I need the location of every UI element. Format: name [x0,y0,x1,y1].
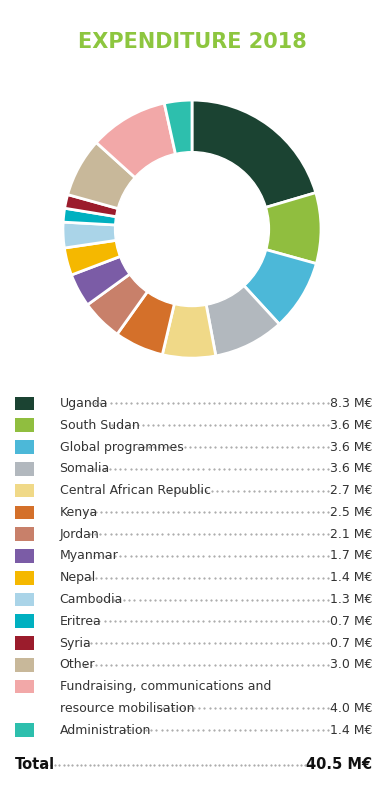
Text: 0.7 M€: 0.7 M€ [330,615,372,628]
Bar [15,658,34,672]
Bar [15,636,34,650]
Text: Central African Republic: Central African Republic [60,484,210,497]
Text: Syria: Syria [60,637,91,649]
Text: 1.4 M€: 1.4 M€ [330,724,372,737]
Bar [15,680,34,694]
Text: 40.5 M€: 40.5 M€ [306,758,372,773]
Wedge shape [71,229,192,305]
Text: 8.3 M€: 8.3 M€ [330,397,372,410]
Circle shape [114,152,270,307]
Wedge shape [96,103,192,229]
Text: 1.4 M€: 1.4 M€ [330,571,372,585]
Text: Eritrea: Eritrea [60,615,101,628]
Wedge shape [164,100,192,229]
Wedge shape [63,209,192,229]
Text: Fundraising, communications and: Fundraising, communications and [60,680,271,693]
Text: 4.0 M€: 4.0 M€ [330,702,372,715]
Text: Cambodia: Cambodia [60,593,123,606]
Bar [15,549,34,562]
Bar [15,527,34,541]
Text: 2.1 M€: 2.1 M€ [330,528,372,540]
Bar [15,483,34,498]
Bar [15,397,34,410]
Text: Nepal: Nepal [60,571,96,585]
Text: 1.3 M€: 1.3 M€ [330,593,372,606]
Text: 3.6 M€: 3.6 M€ [330,419,372,431]
Text: 3.6 M€: 3.6 M€ [330,441,372,453]
Wedge shape [192,193,321,264]
Text: 0.7 M€: 0.7 M€ [330,637,372,649]
Text: 3.0 M€: 3.0 M€ [330,658,372,672]
Wedge shape [192,229,279,356]
Wedge shape [65,229,192,275]
Bar [15,419,34,432]
Bar [15,506,34,519]
Bar [15,615,34,628]
Text: EXPENDITURE 2018: EXPENDITURE 2018 [78,32,306,52]
Text: Total: Total [15,758,55,773]
Text: 2.5 M€: 2.5 M€ [330,506,372,519]
Wedge shape [192,100,316,229]
Wedge shape [117,229,192,355]
Text: 2.7 M€: 2.7 M€ [330,484,372,497]
Bar [15,571,34,585]
Wedge shape [88,229,192,334]
Text: 3.6 M€: 3.6 M€ [330,462,372,476]
Bar [15,592,34,607]
Text: Jordan: Jordan [60,528,99,540]
Text: resource mobilisation: resource mobilisation [60,702,194,715]
Bar [15,440,34,453]
Wedge shape [65,194,192,229]
Text: Myanmar: Myanmar [60,549,118,562]
Text: Administration: Administration [60,724,151,737]
Bar [15,462,34,476]
Text: 1.7 M€: 1.7 M€ [330,549,372,562]
Bar [15,724,34,737]
Wedge shape [63,222,192,248]
Text: Somalia: Somalia [60,462,110,476]
Wedge shape [68,142,192,229]
Wedge shape [162,229,216,358]
Text: South Sudan: South Sudan [60,419,139,431]
Wedge shape [192,229,316,324]
Text: Global programmes: Global programmes [60,441,183,453]
Text: Uganda: Uganda [60,397,108,410]
Text: Kenya: Kenya [60,506,98,519]
Text: Other: Other [60,658,95,672]
